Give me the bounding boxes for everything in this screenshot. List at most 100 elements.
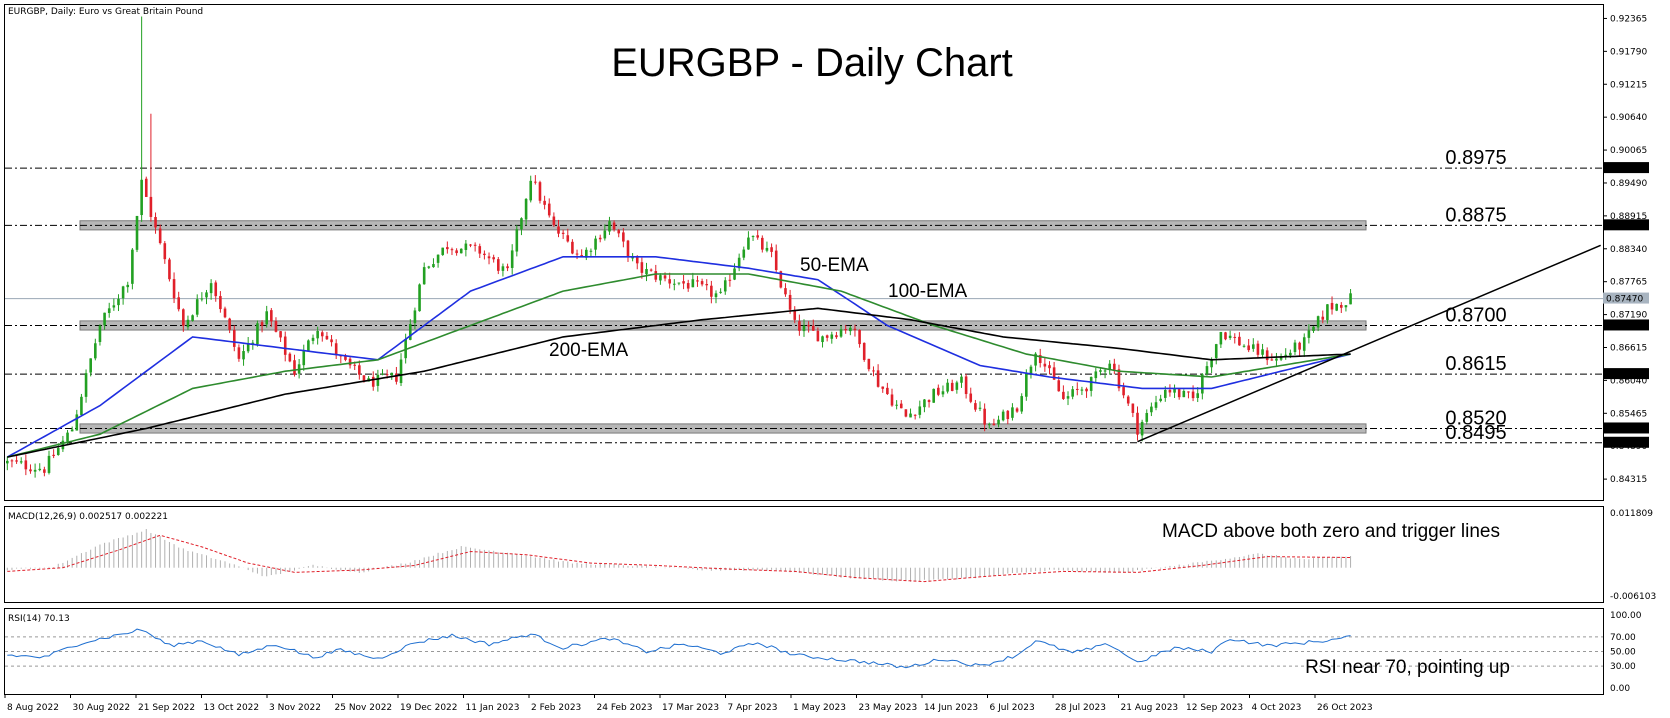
candle-body-1: [10, 460, 14, 462]
time-label-13: 23 May 2023: [859, 703, 918, 713]
candle-body-223: [1038, 354, 1042, 364]
candle-body-144: [673, 283, 676, 285]
level-tag-0.8520: 0.85200: [1606, 424, 1643, 434]
candle-body-95: [446, 247, 449, 250]
candle-body-75: [353, 364, 357, 366]
candle-body-182: [849, 327, 852, 332]
candle-body-117: [547, 203, 551, 216]
candle-body-8: [43, 469, 46, 473]
zone-1: [79, 320, 1367, 331]
macd-note: MACD above both zero and trigger lines: [1162, 521, 1500, 542]
level-label-0.8495: 0.8495: [1445, 422, 1506, 444]
candle-body-49: [232, 330, 236, 347]
candle-body-234: [1089, 376, 1093, 391]
candle-body-52: [246, 343, 250, 352]
candle-body-151: [705, 284, 709, 286]
candle-body-245: [1140, 421, 1144, 436]
candle-body-233: [1085, 388, 1088, 392]
candle-body-281: [1307, 330, 1311, 338]
level-tag-bg-0.8520: [1603, 422, 1649, 434]
candle-body-77: [362, 375, 366, 382]
time-label-8: 2 Feb 2023: [531, 703, 581, 713]
candle-body-252: [1173, 388, 1176, 393]
candle-body-79: [371, 376, 375, 387]
candle-body-28: [135, 215, 139, 250]
candle-body-141: [659, 275, 662, 281]
candle-body-196: [913, 414, 917, 416]
candle-body-61: [288, 353, 292, 362]
price-tick-label-1: 0.91790: [1610, 47, 1647, 57]
candle-body-212: [987, 424, 991, 426]
candle-body-127: [594, 238, 597, 250]
candle-body-18: [89, 358, 92, 373]
candle-body-36: [172, 279, 176, 299]
candle-body-172: [802, 325, 806, 332]
candle-body-257: [1196, 393, 1200, 398]
candle-body-139: [649, 269, 653, 271]
candle-body-42: [200, 298, 204, 300]
level-tag-bg-0.8615: [1603, 368, 1649, 380]
candle-body-65: [307, 340, 310, 352]
candle-body-276: [1284, 354, 1288, 356]
candle-body-191: [890, 394, 894, 406]
trendline: [1137, 244, 1601, 443]
candle-body-26: [126, 284, 130, 288]
candle-body-88: [413, 310, 417, 324]
candle-body-286: [1330, 302, 1334, 310]
candle-body-184: [858, 329, 861, 345]
candle-body-246: [1145, 412, 1149, 422]
candle-body-116: [543, 200, 546, 205]
candle-body-189: [881, 386, 885, 389]
support-resistance-zones: [79, 220, 1367, 434]
candle-body-48: [228, 318, 231, 330]
candle-body-201: [937, 387, 940, 395]
macd-label: MACD(12,26,9) 0.002517 0.002221: [8, 512, 168, 522]
candle-body-238: [1108, 363, 1112, 371]
candle-body-195: [909, 413, 912, 418]
candle-body-23: [112, 305, 116, 308]
symbol-info: EURGBP, Daily: Euro vs Great Britain Pou…: [8, 7, 203, 17]
candle-body-239: [1113, 363, 1116, 370]
candle-body-241: [1122, 387, 1125, 396]
candle-body-221: [1029, 366, 1033, 376]
candle-body-120: [561, 232, 565, 234]
candle-body-39: [186, 319, 190, 328]
candle-body-58: [274, 321, 278, 332]
candle-body-275: [1279, 356, 1283, 360]
candle-body-169: [788, 294, 792, 310]
rsi-tick-label-3: 30.00: [1610, 662, 1636, 672]
candle-body-176: [821, 336, 824, 343]
candle-body-268: [1247, 345, 1250, 351]
ema50-label: 50-EMA: [800, 255, 869, 276]
candle-body-11: [56, 448, 60, 455]
candle-body-107: [501, 266, 505, 271]
candle-body-215: [1001, 411, 1005, 421]
candle-body-41: [195, 299, 199, 315]
candle-body-226: [1052, 367, 1056, 380]
candle-body-242: [1126, 396, 1130, 404]
candle-body-129: [603, 230, 607, 239]
macd-tick-label-1: -0.006103: [1610, 592, 1656, 602]
candle-body-207: [964, 376, 968, 395]
candle-body-171: [798, 321, 801, 331]
candle-body-118: [552, 216, 556, 226]
time-label-16: 28 Jul 2023: [1055, 703, 1106, 713]
candle-body-68: [320, 332, 324, 337]
candle-body-256: [1191, 391, 1195, 399]
candle-body-170: [793, 310, 797, 320]
level-label-0.8520: 0.8520: [1445, 407, 1506, 429]
time-label-7: 11 Jan 2023: [466, 703, 520, 713]
candle-body-179: [835, 335, 838, 338]
rsi-label: RSI(14) 70.13: [8, 614, 70, 624]
candle-body-271: [1261, 349, 1264, 355]
candle-body-130: [608, 221, 611, 232]
price-tick-label-9: 0.87190: [1610, 311, 1647, 321]
price-tick-label-6: 0.88915: [1610, 212, 1647, 222]
candle-body-288: [1339, 304, 1343, 308]
level-tag-bg-0.8975: [1603, 162, 1649, 174]
candle-body-67: [316, 330, 319, 339]
candle-body-278: [1293, 342, 1297, 353]
time-label-9: 24 Feb 2023: [597, 703, 653, 713]
candle-body-173: [807, 324, 810, 327]
